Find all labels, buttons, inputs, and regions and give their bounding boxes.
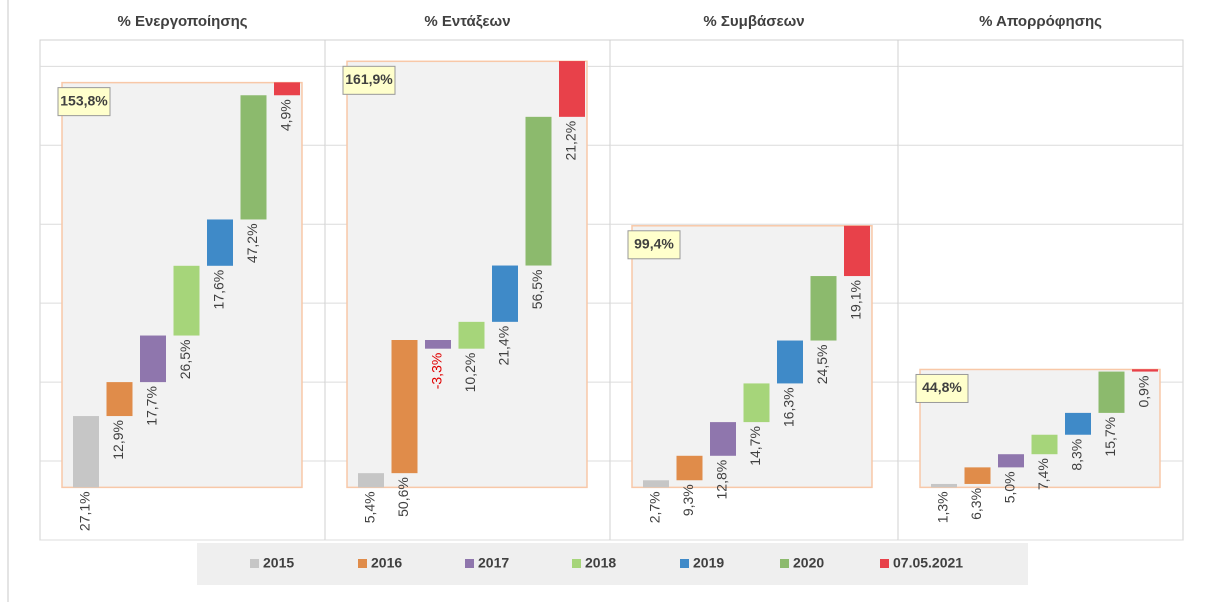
value-label: 2,7% [647, 491, 663, 523]
panel-title: % Ενεργοποίησης [117, 13, 247, 30]
value-label: 4,9% [278, 99, 294, 131]
legend-label: 2015 [263, 555, 294, 571]
value-label: -3,3% [429, 353, 445, 390]
bar [458, 321, 485, 349]
value-label: 26,5% [177, 340, 193, 380]
bar [1031, 434, 1058, 455]
bar [998, 454, 1024, 468]
total-frame [631, 225, 873, 489]
legend-label: 2016 [371, 555, 402, 571]
value-label: 9,3% [680, 484, 696, 516]
legend-label: 2018 [585, 555, 616, 571]
bar [274, 82, 300, 96]
value-label: 21,2% [563, 121, 579, 161]
legend-swatch [250, 559, 259, 568]
bar [73, 416, 99, 488]
total-label: 44,8% [922, 379, 962, 395]
bar [710, 422, 736, 456]
bar [425, 340, 451, 349]
bar [525, 116, 552, 266]
value-label: 21,4% [496, 326, 512, 366]
value-label: 8,3% [1069, 439, 1085, 471]
value-label: 1,3% [935, 491, 951, 523]
legend-label: 07.05.2021 [893, 555, 963, 571]
bar [240, 95, 267, 220]
bar [1065, 412, 1091, 435]
bar [844, 225, 870, 277]
value-label: 0,9% [1136, 376, 1152, 408]
bar [391, 340, 418, 474]
total-label-box [627, 230, 681, 260]
bar [643, 480, 669, 488]
value-label: 16,3% [781, 387, 797, 427]
bar [492, 265, 518, 322]
legend-swatch [680, 559, 689, 568]
panel-title: % Συμβάσεων [703, 13, 804, 30]
legend-swatch [358, 559, 367, 568]
bar [358, 473, 384, 488]
value-label: 19,1% [848, 280, 864, 320]
total-label-box [57, 87, 111, 117]
total-label-box [915, 373, 969, 403]
bar [173, 265, 200, 336]
value-label: 15,7% [1102, 417, 1118, 457]
legend-swatch [465, 559, 474, 568]
legend-swatch [780, 559, 789, 568]
value-label: 17,6% [211, 270, 227, 310]
bar [964, 467, 991, 484]
legend-swatch [880, 559, 889, 568]
total-label-box [342, 65, 396, 95]
legend-label: 2020 [793, 555, 824, 571]
value-label: 14,7% [747, 426, 763, 466]
value-label: 12,9% [110, 420, 126, 460]
bar [931, 483, 957, 488]
value-label: 10,2% [462, 353, 478, 393]
value-label: 17,7% [144, 386, 160, 426]
value-label: 12,8% [714, 460, 730, 500]
value-label: 47,2% [244, 223, 260, 263]
bar [1098, 371, 1125, 413]
bar [810, 276, 837, 341]
bar [743, 383, 770, 423]
bar [676, 455, 703, 481]
legend-label: 2019 [693, 555, 724, 571]
value-label: 5,4% [362, 491, 378, 523]
value-label: 24,5% [814, 345, 830, 385]
value-label: 50,6% [395, 477, 411, 517]
bar [207, 219, 233, 266]
total-label: 161,9% [345, 71, 393, 87]
legend-swatch [572, 559, 581, 568]
bar [559, 61, 585, 117]
bar [140, 335, 166, 383]
value-label: 27,1% [77, 491, 93, 531]
panel-title: % Εντάξεων [424, 13, 510, 30]
value-label: 6,3% [968, 488, 984, 520]
legend-box [197, 543, 1028, 585]
total-label: 153,8% [60, 92, 108, 108]
value-label: 5,0% [1002, 471, 1018, 503]
bar [1132, 369, 1158, 372]
panel-title: % Απορρόφησης [979, 13, 1102, 30]
legend-label: 2017 [478, 555, 509, 571]
value-label: 7,4% [1035, 458, 1051, 490]
value-label: 56,5% [529, 270, 545, 310]
total-label: 99,4% [634, 235, 674, 251]
bar [106, 382, 133, 417]
bar [777, 340, 803, 384]
